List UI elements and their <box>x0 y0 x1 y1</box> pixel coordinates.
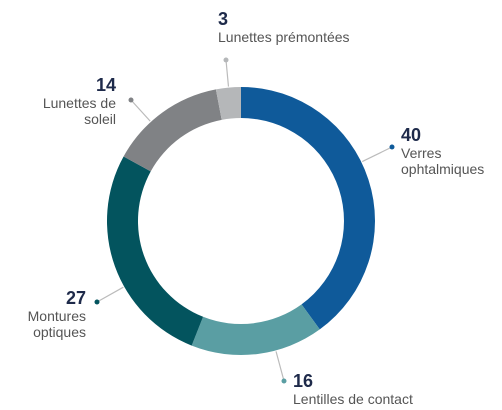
leader-dot <box>281 378 287 384</box>
donut-segment <box>241 87 375 330</box>
leader-line <box>96 286 124 303</box>
leader-line <box>361 146 393 163</box>
category-label: Lunettes prémontées <box>218 29 350 45</box>
value-label: 16 <box>293 371 314 391</box>
value-label: 14 <box>95 75 116 95</box>
donut-segment <box>215 87 241 120</box>
leader-line <box>275 351 285 382</box>
leader-dot <box>94 299 100 305</box>
leader-dot <box>223 57 229 63</box>
leader-dot <box>128 97 134 103</box>
donut-segment <box>191 304 320 355</box>
category-label: Montures optiques <box>27 308 86 340</box>
value-label: 3 <box>218 9 229 29</box>
leader-dot <box>389 144 395 150</box>
leader-line <box>225 59 230 87</box>
category-label: Verres ophtalmiques <box>401 145 485 177</box>
donut-segment <box>123 89 222 172</box>
value-label: 40 <box>401 125 422 145</box>
category-label: Lentilles de contact <box>293 391 413 407</box>
category-label: Lunettes de soleil <box>42 95 116 127</box>
value-label: 27 <box>65 288 86 308</box>
donut-segment <box>106 156 204 346</box>
leader-line <box>130 99 151 122</box>
